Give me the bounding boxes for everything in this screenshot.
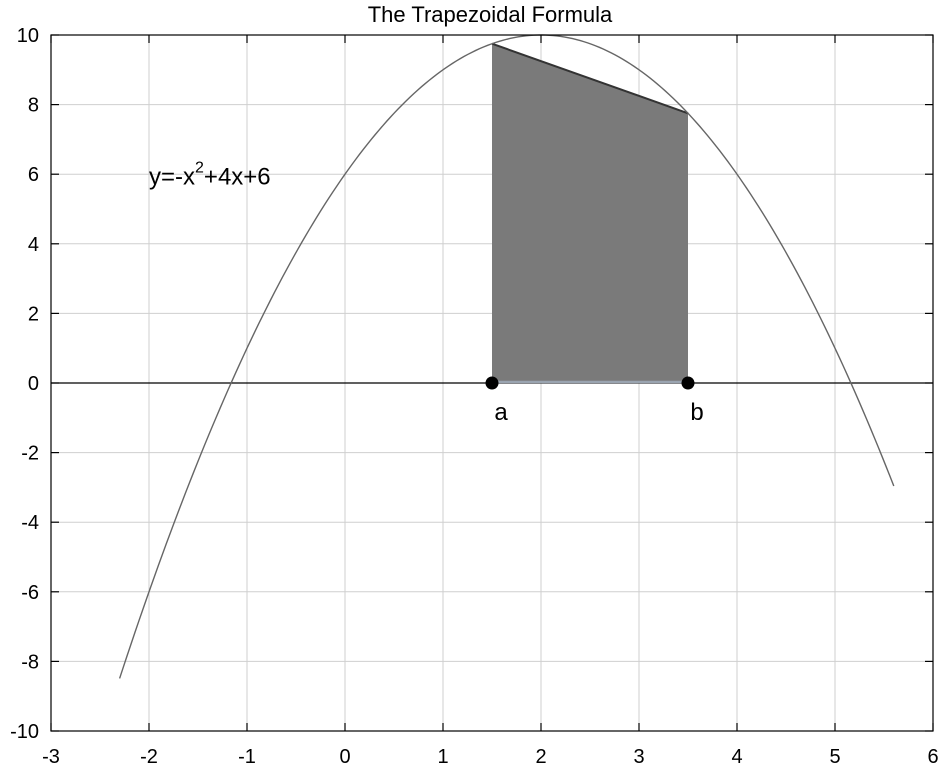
x-tick-label: 0 <box>339 746 350 768</box>
x-tick-label: 3 <box>633 746 644 768</box>
x-tick-label: 5 <box>829 746 840 768</box>
y-tick-label: 2 <box>28 303 39 325</box>
equation-label: y=-x2+4x+6 <box>149 160 271 191</box>
x-tick-label: 2 <box>535 746 546 768</box>
x-tick-label: 6 <box>927 746 938 768</box>
point-a-label: a <box>494 399 508 426</box>
y-tick-label: 0 <box>28 373 39 395</box>
y-tick-label: -4 <box>21 512 39 534</box>
equation-exponent: 2 <box>195 160 204 177</box>
y-tick-label: 10 <box>17 25 39 47</box>
y-tick-label: 8 <box>28 95 39 117</box>
y-tick-label: -8 <box>21 651 39 673</box>
x-tick-label: -1 <box>238 746 256 768</box>
chart-title: The Trapezoidal Formula <box>368 2 613 27</box>
point-b-marker <box>681 376 695 390</box>
equation-suffix: +4x+6 <box>204 164 271 191</box>
x-tick-label: 4 <box>731 746 742 768</box>
y-tick-label: 4 <box>28 234 39 256</box>
y-tick-label: -6 <box>21 582 39 604</box>
equation-prefix: y=-x <box>149 164 195 191</box>
y-tick-label: -2 <box>21 443 39 465</box>
parabola-curve <box>118 34 895 679</box>
x-tick-label: 1 <box>437 746 448 768</box>
trapezoid-area <box>492 43 688 383</box>
y-tick-label: 6 <box>28 164 39 186</box>
x-tick-label: -3 <box>42 746 60 768</box>
point-b-label: b <box>690 399 703 426</box>
trapezoid-top-edge <box>491 42 689 115</box>
x-tick-label: -2 <box>140 746 158 768</box>
point-a-marker <box>485 376 499 390</box>
y-tick-label: -10 <box>10 721 39 743</box>
